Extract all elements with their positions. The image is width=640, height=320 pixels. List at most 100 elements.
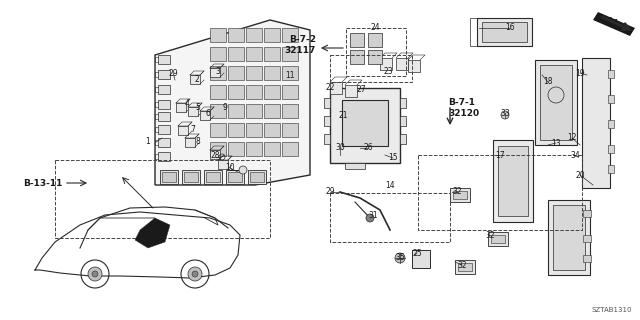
Bar [250, 172, 264, 182]
Bar [162, 172, 176, 182]
Bar [330, 82, 342, 94]
Bar [582, 58, 610, 188]
Bar [346, 28, 406, 76]
Bar [158, 125, 170, 134]
Bar [228, 47, 244, 61]
Bar [368, 50, 382, 64]
Bar [158, 152, 170, 161]
Text: Fr.: Fr. [605, 17, 620, 27]
Text: 3: 3 [216, 68, 220, 76]
Bar [158, 112, 170, 121]
Bar [493, 140, 533, 222]
Text: 6: 6 [205, 108, 211, 117]
Text: 28: 28 [211, 150, 220, 159]
Text: 32: 32 [457, 260, 467, 269]
Bar [200, 111, 210, 120]
Bar [282, 85, 298, 99]
Text: 10: 10 [225, 164, 235, 172]
Text: 1: 1 [146, 138, 150, 147]
Bar [482, 22, 527, 42]
Text: 20: 20 [575, 171, 585, 180]
Text: 7: 7 [191, 125, 195, 134]
Bar [324, 98, 330, 108]
Bar [342, 100, 388, 146]
Bar [246, 104, 262, 118]
Bar [228, 28, 244, 42]
Bar [158, 55, 170, 64]
Polygon shape [155, 20, 310, 185]
Text: SZTAB1310: SZTAB1310 [591, 307, 632, 313]
Bar [158, 100, 170, 109]
Circle shape [188, 267, 202, 281]
Bar [583, 255, 591, 262]
Bar [264, 47, 280, 61]
Bar [282, 66, 298, 80]
Bar [210, 28, 226, 42]
Bar [228, 66, 244, 80]
Circle shape [88, 267, 102, 281]
Bar [608, 95, 614, 103]
Text: 14: 14 [385, 180, 395, 189]
Bar [400, 134, 406, 144]
Bar [282, 47, 298, 61]
Text: 15: 15 [388, 154, 398, 163]
Bar [158, 70, 170, 79]
Bar [583, 210, 591, 217]
Bar [210, 150, 220, 159]
Bar [412, 250, 430, 268]
Bar [210, 142, 226, 156]
Bar [535, 60, 577, 145]
Bar [324, 116, 330, 126]
Bar [210, 85, 226, 99]
Circle shape [366, 214, 374, 222]
Bar [453, 191, 467, 199]
Bar [400, 98, 406, 108]
Bar [264, 66, 280, 80]
Bar [228, 172, 242, 182]
Bar [206, 172, 220, 182]
Bar [264, 104, 280, 118]
Bar [158, 85, 170, 94]
Text: B-13-11: B-13-11 [22, 179, 62, 188]
Text: 31: 31 [368, 211, 378, 220]
Bar [498, 146, 528, 216]
Bar [491, 235, 505, 243]
Bar [282, 142, 298, 156]
Bar [477, 18, 532, 46]
Bar [282, 123, 298, 137]
Bar [185, 138, 195, 147]
Bar [176, 103, 186, 112]
Bar [188, 107, 198, 116]
Bar [182, 170, 200, 184]
Bar [368, 33, 382, 47]
Text: 11: 11 [285, 70, 295, 79]
Bar [583, 235, 591, 242]
Bar [324, 134, 330, 144]
Text: 23: 23 [383, 68, 393, 76]
Bar [184, 172, 198, 182]
Text: 30: 30 [335, 143, 345, 153]
Text: 34: 34 [570, 150, 580, 159]
Bar [264, 85, 280, 99]
Bar [246, 85, 262, 99]
Bar [396, 58, 408, 70]
Bar [608, 145, 614, 153]
Bar [228, 85, 244, 99]
Text: 4: 4 [184, 99, 189, 108]
Bar [350, 50, 364, 64]
Circle shape [501, 111, 509, 119]
Bar [160, 170, 178, 184]
Polygon shape [135, 218, 170, 248]
Circle shape [92, 271, 98, 277]
Bar [158, 138, 170, 147]
Text: 29: 29 [325, 188, 335, 196]
Bar [330, 193, 450, 242]
Text: 25: 25 [412, 249, 422, 258]
Bar [418, 155, 582, 230]
Text: 32: 32 [452, 188, 462, 196]
Circle shape [395, 253, 405, 263]
Bar [246, 142, 262, 156]
Bar [345, 163, 365, 169]
Text: 24: 24 [370, 23, 380, 33]
Bar [210, 47, 226, 61]
